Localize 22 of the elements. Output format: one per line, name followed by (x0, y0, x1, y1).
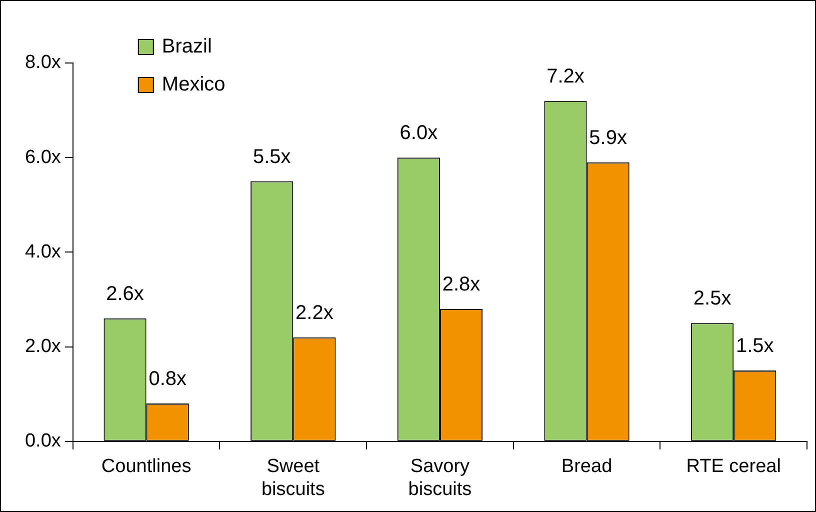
x-tick-label: Sweet biscuits (261, 456, 325, 500)
x-tick-label: Savory biscuits (408, 456, 472, 500)
data-label: 0.8x (148, 368, 187, 390)
legend-label: Mexico (162, 74, 226, 96)
data-label: 2.2x (296, 302, 334, 324)
y-tick-label: 0.0x (24, 430, 62, 452)
data-label: 7.2x (546, 65, 584, 88)
data-label: 2.8x (442, 273, 480, 296)
data-label: 5.5x (252, 146, 291, 168)
data-label: 2.6x (106, 282, 144, 305)
x-tick-label: Countlines (101, 456, 192, 478)
data-label: 5.9x (589, 126, 627, 149)
legend-label: Brazil (162, 36, 212, 58)
y-tick-label: 4.0x (24, 241, 62, 262)
data-label: 2.5x (693, 288, 732, 310)
y-tick-label: 6.0x (24, 146, 62, 168)
data-label: 1.5x (736, 334, 774, 357)
data-label: 6.0x (400, 122, 438, 144)
x-tick-label: RTE cereal (686, 456, 781, 478)
x-tick-label: Bread (561, 456, 612, 478)
y-tick-label: 2.0x (24, 336, 62, 358)
y-tick-label: 8.0x (24, 52, 62, 74)
